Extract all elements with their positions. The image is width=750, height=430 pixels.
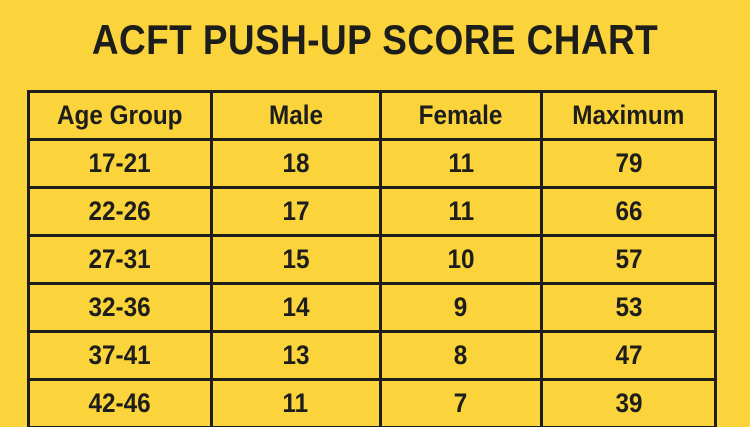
score-cell: 18 <box>209 138 382 189</box>
table-body: 17-21 18 11 79 22-26 17 11 66 27-31 15 10 57 32-36 14… <box>27 138 717 427</box>
cell-text: 17-21 <box>88 148 151 178</box>
cell-text: 37-41 <box>88 340 151 370</box>
score-cell: 8 <box>378 330 544 381</box>
score-cell: 53 <box>540 282 717 333</box>
cell-text: 11 <box>448 196 474 226</box>
column-header-label: Maximum <box>572 100 685 130</box>
push-up-score-table: Age Group Male Female Maximum 17-21 18 11 7… <box>27 90 717 427</box>
column-header-female: Female <box>378 90 544 141</box>
cell-text: 15 <box>282 244 310 274</box>
cell-text: 47 <box>615 340 643 370</box>
column-header-label: Age Group <box>57 100 183 130</box>
table-row: 42-46 11 7 39 <box>27 378 717 427</box>
age-group-cell: 32-36 <box>27 282 213 333</box>
score-cell: 7 <box>378 378 544 427</box>
table-row: 37-41 13 8 47 <box>27 330 717 381</box>
score-cell: 9 <box>378 282 544 333</box>
cell-text: 7 <box>454 388 468 418</box>
column-header-label: Female <box>419 100 503 130</box>
score-cell: 11 <box>209 378 382 427</box>
cell-text: 8 <box>454 340 468 370</box>
score-cell: 11 <box>378 138 544 189</box>
cell-text: 17 <box>282 196 310 226</box>
cell-text: 11 <box>282 388 309 418</box>
cell-text: 53 <box>615 292 643 322</box>
cell-text: 32-36 <box>88 292 151 322</box>
score-cell: 79 <box>540 138 717 189</box>
cell-text: 27-31 <box>88 244 151 274</box>
score-cell: 15 <box>209 234 382 285</box>
table-row: 32-36 14 9 53 <box>27 282 717 333</box>
score-cell: 57 <box>540 234 717 285</box>
cell-text: 13 <box>282 340 310 370</box>
column-header-age-group: Age Group <box>27 90 213 141</box>
table-row: 22-26 17 11 66 <box>27 186 717 237</box>
cell-text: 10 <box>447 244 475 274</box>
cell-text: 9 <box>454 292 468 322</box>
score-cell: 10 <box>378 234 544 285</box>
table-header-row: Age Group Male Female Maximum <box>27 90 717 141</box>
score-cell: 14 <box>209 282 382 333</box>
chart-title: ACFT PUSH-UP SCORE CHART <box>91 16 659 63</box>
cell-text: 79 <box>615 148 643 178</box>
column-header-label: Male <box>268 100 323 130</box>
age-group-cell: 42-46 <box>27 378 213 427</box>
table-row: 27-31 15 10 57 <box>27 234 717 285</box>
score-cell: 47 <box>540 330 717 381</box>
cell-text: 14 <box>282 292 310 322</box>
score-cell: 39 <box>540 378 717 427</box>
cell-text: 18 <box>282 148 310 178</box>
column-header-male: Male <box>209 90 382 141</box>
column-header-maximum: Maximum <box>540 90 717 141</box>
table-row: 17-21 18 11 79 <box>27 138 717 189</box>
cell-text: 11 <box>448 148 474 178</box>
score-cell: 13 <box>209 330 382 381</box>
cell-text: 57 <box>615 244 643 274</box>
age-group-cell: 22-26 <box>27 186 213 237</box>
score-cell: 11 <box>378 186 544 237</box>
cell-text: 39 <box>615 388 643 418</box>
score-cell: 66 <box>540 186 717 237</box>
age-group-cell: 37-41 <box>27 330 213 381</box>
age-group-cell: 27-31 <box>27 234 213 285</box>
age-group-cell: 17-21 <box>27 138 213 189</box>
cell-text: 22-26 <box>88 196 151 226</box>
score-cell: 17 <box>209 186 382 237</box>
cell-text: 42-46 <box>88 388 151 418</box>
cell-text: 66 <box>615 196 643 226</box>
